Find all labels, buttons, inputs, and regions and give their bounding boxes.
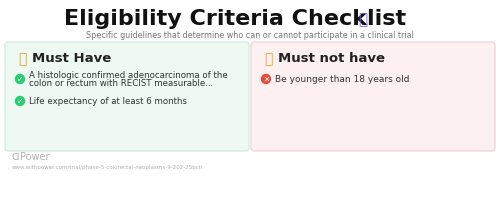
FancyBboxPatch shape: [251, 42, 495, 151]
Text: ✓: ✓: [17, 96, 23, 106]
Text: ✕: ✕: [263, 74, 269, 84]
Text: Must not have: Must not have: [278, 53, 385, 65]
Text: Eligibility Criteria Checklist: Eligibility Criteria Checklist: [64, 9, 406, 29]
Circle shape: [262, 74, 270, 84]
Text: ᗡ: ᗡ: [12, 152, 20, 162]
Text: www.withpower.com/trial/phase-5-colorectal-neoplasms-9-202-25bch: www.withpower.com/trial/phase-5-colorect…: [12, 165, 203, 170]
Text: Life expectancy of at least 6 months: Life expectancy of at least 6 months: [29, 96, 187, 106]
Text: Must Have: Must Have: [32, 53, 111, 65]
Text: ✓: ✓: [17, 74, 23, 84]
FancyBboxPatch shape: [5, 42, 249, 151]
Text: 👎: 👎: [264, 52, 272, 66]
Text: colon or rectum with RECIST measurable...: colon or rectum with RECIST measurable..…: [29, 78, 213, 88]
Text: 📋: 📋: [358, 12, 367, 27]
Text: Be younger than 18 years old: Be younger than 18 years old: [275, 74, 409, 84]
Circle shape: [16, 74, 24, 84]
Text: A histologic confirmed adenocarcinoma of the: A histologic confirmed adenocarcinoma of…: [29, 70, 228, 80]
Circle shape: [16, 96, 24, 106]
Text: 👍: 👍: [18, 52, 26, 66]
Text: Specific guidelines that determine who can or cannot participate in a clinical t: Specific guidelines that determine who c…: [86, 31, 414, 41]
Text: Power: Power: [20, 152, 50, 162]
